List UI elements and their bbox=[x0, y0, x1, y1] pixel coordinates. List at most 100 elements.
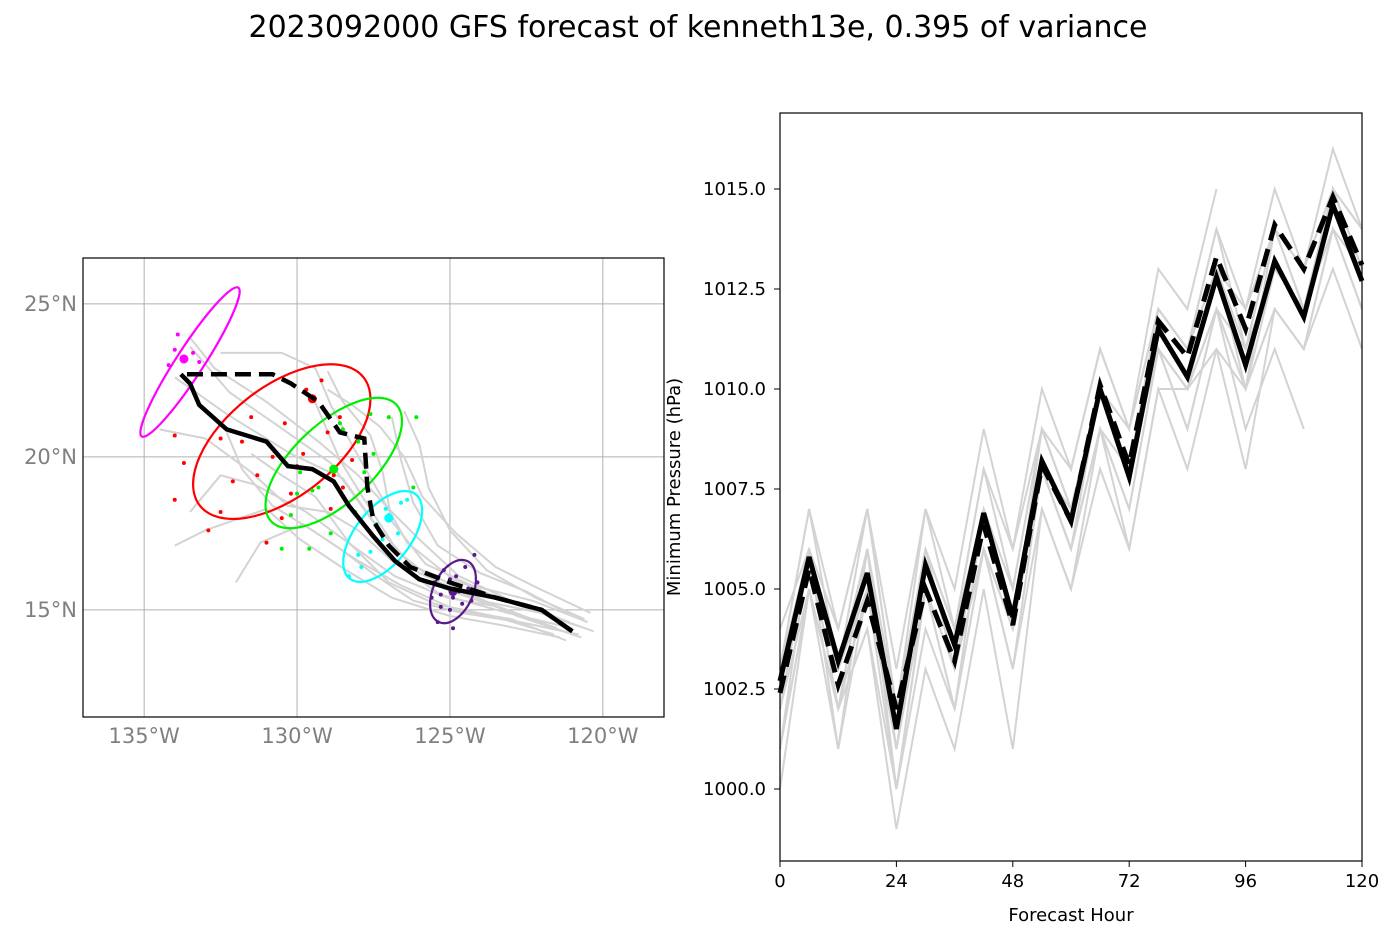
pressure-frame bbox=[779, 112, 1363, 862]
map-member-point bbox=[356, 552, 361, 557]
map-member-point bbox=[249, 415, 254, 420]
pressure-x-tick-label: 72 bbox=[1118, 871, 1141, 892]
map-ensemble-track bbox=[174, 507, 561, 639]
map-x-tick-label: 130°W bbox=[261, 724, 333, 748]
map-member-point bbox=[298, 470, 303, 475]
map-member-point bbox=[295, 491, 300, 496]
map-member-point bbox=[191, 350, 196, 355]
map-member-point bbox=[438, 592, 443, 597]
map-member-point bbox=[451, 626, 456, 631]
map-member-point bbox=[454, 574, 459, 579]
map-member-point bbox=[463, 565, 468, 570]
map-ensemble-track bbox=[159, 428, 573, 630]
pressure-dashed-line bbox=[777, 190, 1365, 710]
map-ensemble-track bbox=[311, 395, 564, 633]
map-member-point bbox=[371, 451, 376, 456]
map-member-point bbox=[399, 500, 404, 505]
pressure-y-tick-label: 1005.0 bbox=[703, 579, 766, 600]
map-tick-labels: 135°W 130°W 125°W 120°W 15°N 20°N 25°N bbox=[24, 292, 639, 748]
map-member-point bbox=[328, 506, 333, 511]
map-ellipse-center bbox=[329, 464, 339, 474]
map-member-point bbox=[181, 461, 186, 466]
map-member-point bbox=[279, 516, 284, 521]
map-member-point bbox=[383, 506, 388, 511]
map-member-point bbox=[350, 457, 355, 462]
map-member-point bbox=[469, 598, 474, 603]
pressure-ensemble-line bbox=[779, 185, 1363, 790]
map-member-point bbox=[206, 528, 211, 533]
map-member-point bbox=[270, 454, 275, 459]
map-member-point bbox=[405, 497, 410, 502]
map-ensemble-track bbox=[327, 388, 592, 614]
track-map-panel: 135°W 130°W 125°W 120°W 15°N 20°N 25°N bbox=[24, 257, 665, 748]
map-gridlines bbox=[83, 258, 664, 717]
pressure-y-tick-label: 1007.5 bbox=[703, 479, 766, 500]
map-member-point bbox=[438, 604, 443, 609]
map-ellipse bbox=[264, 396, 404, 530]
map-dashed-track bbox=[180, 372, 574, 634]
map-member-point bbox=[460, 601, 465, 606]
map-member-point bbox=[166, 363, 171, 368]
map-member-point bbox=[337, 415, 342, 420]
map-y-tick-label: 25°N bbox=[24, 292, 77, 316]
map-ellipse-center bbox=[179, 354, 189, 364]
map-member-point bbox=[172, 433, 177, 438]
map-member-point bbox=[411, 485, 416, 490]
map-member-point bbox=[451, 595, 456, 600]
map-member-point bbox=[340, 427, 345, 432]
map-member-point bbox=[441, 568, 446, 573]
map-ensemble-track bbox=[189, 336, 570, 624]
pressure-x-tick-label: 24 bbox=[885, 871, 908, 892]
map-ensemble-tracks bbox=[159, 336, 595, 642]
map-member-point bbox=[435, 620, 440, 625]
pressure-x-tick-label: 120 bbox=[1345, 871, 1379, 892]
map-x-tick-label: 120°W bbox=[567, 724, 639, 748]
map-member-point bbox=[386, 415, 391, 420]
map-member-point bbox=[288, 491, 293, 496]
map-x-tick-label: 135°W bbox=[108, 724, 180, 748]
map-ellipse bbox=[139, 286, 241, 438]
map-ellipse-center bbox=[384, 513, 394, 523]
map-member-point bbox=[288, 513, 293, 518]
pressure-y-tick-label: 1010.0 bbox=[703, 379, 766, 400]
map-member-point bbox=[325, 430, 330, 435]
map-frame bbox=[82, 257, 665, 718]
map-member-point bbox=[466, 586, 471, 591]
map-mean-track bbox=[179, 372, 574, 634]
map-member-point bbox=[340, 485, 345, 490]
map-member-point bbox=[307, 546, 312, 551]
map-member-point bbox=[218, 436, 223, 441]
pressure-y-tick-label: 1000.0 bbox=[703, 779, 766, 800]
pressure-ticks: 0 24 48 72 96 120 1000.0 1002.5 1005.0 1007.5 1010… bbox=[703, 179, 1379, 892]
map-member-point bbox=[395, 531, 400, 536]
pressure-y-axis-label: Minimum Pressure (hPa) bbox=[664, 378, 685, 596]
map-y-tick-label: 20°N bbox=[24, 445, 77, 469]
map-member-point bbox=[359, 565, 364, 570]
pressure-x-tick-label: 48 bbox=[1001, 871, 1024, 892]
map-member-point bbox=[368, 549, 373, 554]
map-member-point bbox=[240, 439, 245, 444]
map-member-point bbox=[172, 497, 177, 502]
pressure-mean-lines bbox=[777, 190, 1365, 730]
map-member-point bbox=[337, 421, 342, 426]
map-member-point bbox=[218, 509, 223, 514]
pressure-panel: 0 24 48 72 96 120 1000.0 1002.5 1005.0 1007.5 1010… bbox=[664, 112, 1379, 926]
map-member-point bbox=[264, 540, 269, 545]
map-member-point bbox=[255, 473, 260, 478]
map-member-point bbox=[230, 479, 235, 484]
pressure-x-axis-label: Forecast Hour bbox=[1008, 905, 1134, 926]
pressure-ensemble-lines bbox=[779, 145, 1363, 830]
pressure-ensemble-line bbox=[779, 308, 1305, 750]
map-member-point bbox=[414, 415, 419, 420]
map-member-point bbox=[475, 580, 480, 585]
pressure-ensemble-line bbox=[779, 145, 1363, 750]
map-ellipse bbox=[192, 363, 372, 521]
map-member-point bbox=[328, 531, 333, 536]
map-member-point bbox=[301, 451, 306, 456]
map-mean-tracks bbox=[179, 372, 574, 634]
map-ensemble-track bbox=[250, 452, 555, 636]
map-member-point bbox=[282, 421, 287, 426]
map-ensemble-track bbox=[225, 432, 567, 642]
map-y-tick-label: 15°N bbox=[24, 598, 77, 622]
